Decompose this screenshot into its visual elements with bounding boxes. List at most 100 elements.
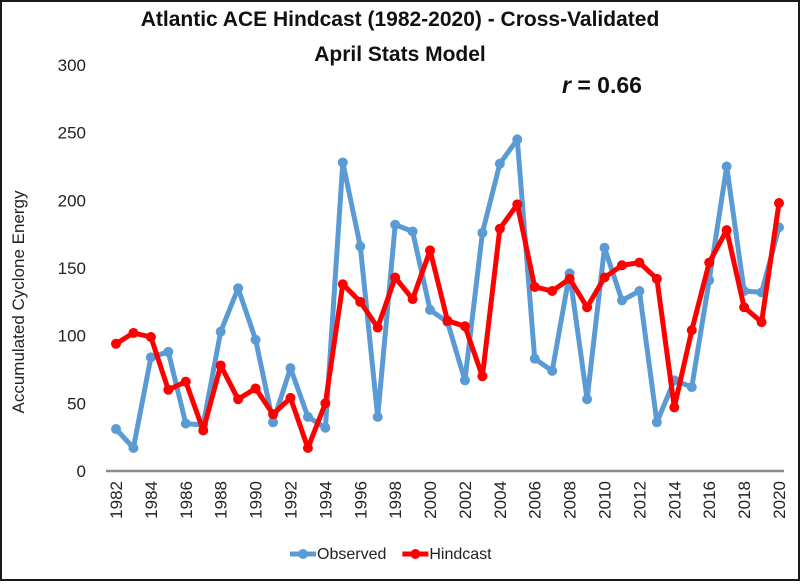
observed-point-1996 xyxy=(355,241,366,252)
hindcast-point-1990 xyxy=(250,383,261,394)
y-axis-label: Accumulated Cyclone Energy xyxy=(9,190,28,414)
hindcast-point-1984 xyxy=(145,332,156,343)
x-tick-label: 1996 xyxy=(351,481,370,519)
series-layer xyxy=(111,134,784,453)
x-tick-label: 1988 xyxy=(212,481,231,519)
hindcast-point-1993 xyxy=(302,442,313,453)
hindcast-point-2015 xyxy=(686,325,697,336)
hindcast-point-2014 xyxy=(669,402,680,413)
x-tick-label: 2006 xyxy=(526,481,545,519)
observed-point-1997 xyxy=(372,411,383,422)
observed-point-1993 xyxy=(302,411,313,422)
observed-point-1989 xyxy=(233,283,244,294)
y-axis-ticks: 0 50 100 150 200 250 300 xyxy=(58,56,86,481)
observed-line xyxy=(113,136,782,451)
y-tick-label: 200 xyxy=(58,191,86,210)
hindcast-point-2013 xyxy=(651,273,662,284)
legend-label-hindcast: Hindcast xyxy=(429,546,492,563)
y-tick-label: 0 xyxy=(77,462,86,481)
hindcast-point-1983 xyxy=(128,327,139,338)
x-tick-label: 1990 xyxy=(247,481,266,519)
hindcast-point-1988 xyxy=(215,360,226,371)
hindcast-point-2020 xyxy=(774,198,784,209)
observed-point-2015 xyxy=(686,382,697,393)
hindcast-point-1992 xyxy=(285,392,296,403)
observed-point-1992 xyxy=(285,363,296,374)
hindcast-point-1986 xyxy=(180,376,191,387)
hindcast-point-2002 xyxy=(459,321,470,332)
x-tick-label: 2004 xyxy=(491,481,510,519)
x-tick-label: 2014 xyxy=(665,481,684,519)
x-tick-label: 1998 xyxy=(386,481,405,519)
hindcast-point-2019 xyxy=(756,317,767,328)
legend: Observed Hindcast xyxy=(290,546,492,563)
correlation-annotation: r = 0.66 xyxy=(562,72,642,98)
hindcast-point-2008 xyxy=(564,273,575,284)
observed-point-2004 xyxy=(494,158,505,169)
hindcast-point-1996 xyxy=(355,296,366,307)
observed-point-1983 xyxy=(128,442,139,453)
observed-point-2003 xyxy=(477,227,488,238)
y-tick-label: 300 xyxy=(58,56,86,75)
y-tick-label: 100 xyxy=(58,327,86,346)
hindcast-point-1994 xyxy=(320,398,331,409)
hindcast-point-2018 xyxy=(739,302,750,313)
y-tick-label: 250 xyxy=(58,124,86,143)
observed-point-1984 xyxy=(145,352,156,363)
observed-point-1985 xyxy=(163,346,174,357)
hindcast-point-1997 xyxy=(372,322,383,333)
observed-point-1982 xyxy=(111,424,121,435)
observed-point-1998 xyxy=(390,219,401,230)
observed-point-1988 xyxy=(215,326,226,337)
hindcast-point-2011 xyxy=(616,260,627,271)
hindcast-point-2006 xyxy=(529,281,540,292)
observed-point-2012 xyxy=(634,286,645,297)
hindcast-point-2000 xyxy=(425,245,436,256)
x-tick-label: 2008 xyxy=(561,481,580,519)
series-hindcast xyxy=(111,198,784,453)
observed-point-2006 xyxy=(529,353,540,364)
observed-point-2000 xyxy=(425,304,436,315)
observed-point-1995 xyxy=(337,157,348,168)
observed-point-2007 xyxy=(547,365,558,376)
x-tick-label: 1986 xyxy=(177,481,196,519)
x-tick-label: 2020 xyxy=(770,481,789,519)
observed-point-2009 xyxy=(582,394,593,405)
hindcast-point-2007 xyxy=(547,286,558,297)
hindcast-point-2001 xyxy=(442,315,453,326)
observed-point-2010 xyxy=(599,242,610,253)
hindcast-point-1982 xyxy=(111,338,121,349)
hindcast-point-1989 xyxy=(233,394,244,405)
hindcast-point-2010 xyxy=(599,272,610,283)
hindcast-point-1991 xyxy=(268,409,279,420)
observed-point-2011 xyxy=(616,295,627,306)
x-tick-label: 1984 xyxy=(142,481,161,519)
chart-subtitle: April Stats Model xyxy=(314,43,486,66)
hindcast-point-1987 xyxy=(198,425,209,436)
observed-point-2017 xyxy=(721,161,732,172)
legend-item-observed: Observed xyxy=(290,546,386,563)
observed-point-2002 xyxy=(459,375,470,386)
hindcast-point-2003 xyxy=(477,371,488,382)
x-tick-label: 1982 xyxy=(107,481,126,519)
hindcast-point-2009 xyxy=(582,302,593,313)
x-tick-label: 2016 xyxy=(700,481,719,519)
x-tick-label: 2010 xyxy=(596,481,615,519)
hindcast-point-1998 xyxy=(390,272,401,283)
correlation-value: = 0.66 xyxy=(571,72,642,98)
chart-title: Atlantic ACE Hindcast (1982-2020) - Cros… xyxy=(141,8,660,31)
legend-marker-hindcast xyxy=(410,549,421,559)
observed-point-1999 xyxy=(407,226,418,237)
x-axis-ticks: 1982 1984 1986 1988 1990 1992 1994 1996 1998 2000… xyxy=(107,481,789,519)
x-tick-label: 2002 xyxy=(456,481,475,519)
correlation-variable: r xyxy=(562,72,572,98)
hindcast-point-2017 xyxy=(721,225,732,236)
hindcast-point-2012 xyxy=(634,257,645,268)
hindcast-point-1985 xyxy=(163,384,174,395)
x-tick-label: 2012 xyxy=(630,481,649,519)
hindcast-point-2004 xyxy=(494,223,505,234)
observed-point-2013 xyxy=(651,417,662,428)
observed-point-2005 xyxy=(512,134,523,145)
